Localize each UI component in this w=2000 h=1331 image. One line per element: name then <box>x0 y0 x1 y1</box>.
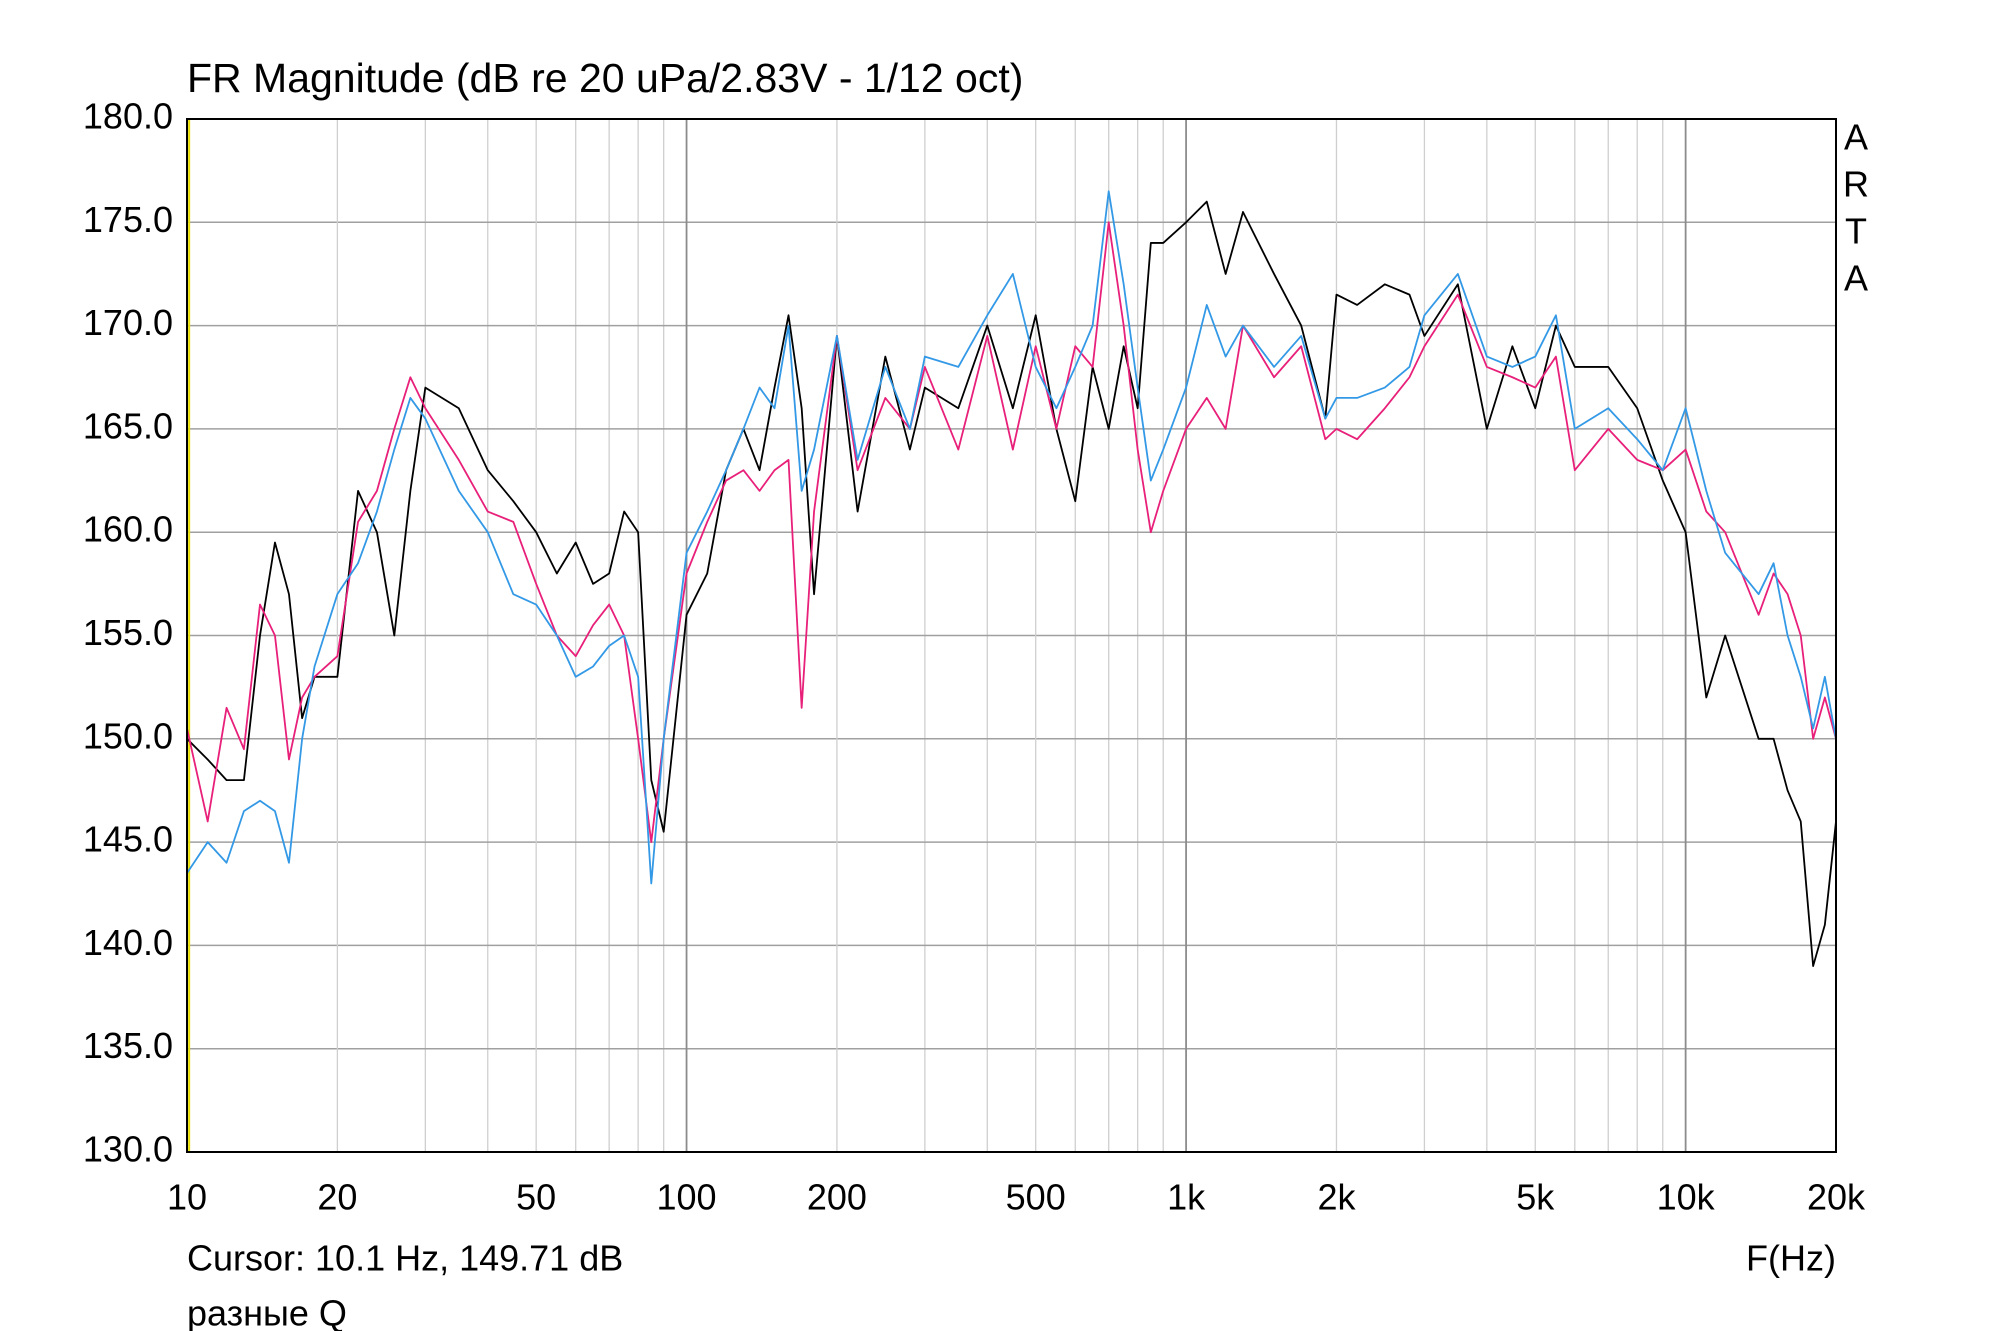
plot-frame <box>186 118 1837 1153</box>
plot-area <box>187 119 1836 1152</box>
watermark-letter: A <box>1844 258 1868 299</box>
watermark-letter: A <box>1844 117 1868 158</box>
x-tick-label: 5k <box>1516 1177 1555 1218</box>
series-line <box>187 221 1836 843</box>
x-tick-label: 10k <box>1657 1177 1716 1218</box>
x-tick-label: 500 <box>1006 1177 1066 1218</box>
y-tick-label: 160.0 <box>83 509 173 550</box>
y-tick-label: 170.0 <box>83 302 173 343</box>
note: разные Q <box>187 1293 347 1331</box>
y-tick-label: 175.0 <box>83 199 173 240</box>
x-tick-label: 100 <box>657 1177 717 1218</box>
y-tick-label: 145.0 <box>83 819 173 860</box>
series-line <box>187 190 1836 885</box>
x-tick-label: 1k <box>1167 1177 1206 1218</box>
series-line <box>187 200 1836 967</box>
x-axis-label: F(Hz) <box>1746 1238 1836 1279</box>
y-tick-label: 140.0 <box>83 922 173 963</box>
cursor-readout: Cursor: 10.1 Hz, 149.71 dB <box>187 1238 623 1279</box>
watermark-letter: T <box>1845 211 1867 252</box>
x-tick-label: 50 <box>516 1177 556 1218</box>
x-tick-label: 20k <box>1807 1177 1866 1218</box>
y-tick-label: 130.0 <box>83 1129 173 1170</box>
chart-title: FR Magnitude (dB re 20 uPa/2.83V - 1/12 … <box>187 55 1023 101</box>
x-tick-label: 2k <box>1317 1177 1356 1218</box>
x-tick-label: 20 <box>317 1177 357 1218</box>
y-tick-label: 165.0 <box>83 405 173 446</box>
y-tick-label: 155.0 <box>83 612 173 653</box>
watermark-letter: R <box>1843 164 1869 205</box>
y-tick-label: 135.0 <box>83 1025 173 1066</box>
x-tick-label: 200 <box>807 1177 867 1218</box>
y-tick-label: 150.0 <box>83 715 173 756</box>
y-tick-label: 180.0 <box>83 96 173 137</box>
x-tick-label: 10 <box>167 1177 207 1218</box>
